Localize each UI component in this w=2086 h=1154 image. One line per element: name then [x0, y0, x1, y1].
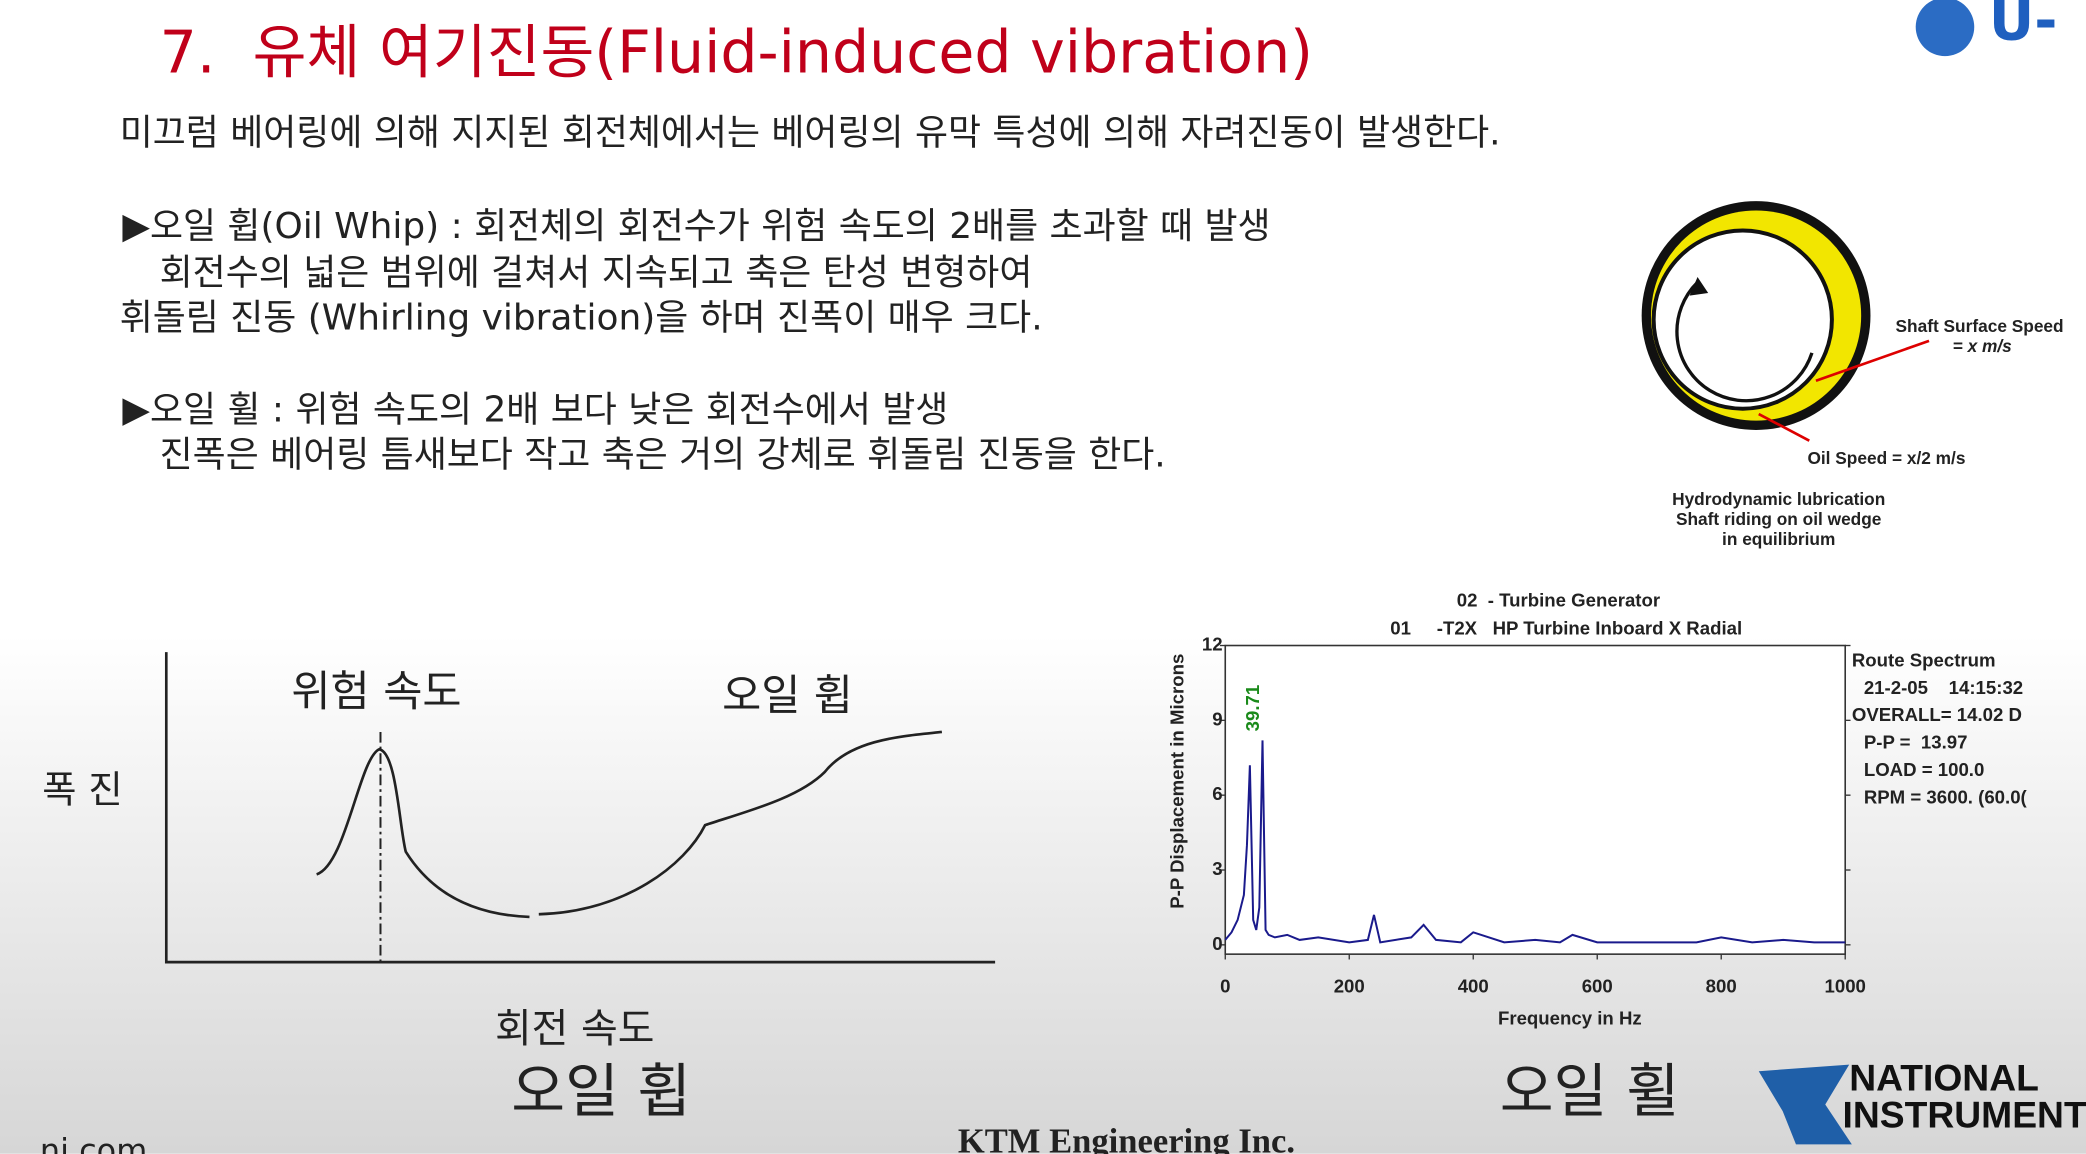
oil-whip-line: 휘돌림 진동 (Whirling vibration)을 하며 진폭이 매우 크… — [120, 298, 1043, 339]
y-axis-label: P-P Displacement in Microns — [1167, 654, 1188, 909]
x-tick-label: 1000 — [1825, 975, 1866, 996]
x-tick-label: 600 — [1582, 975, 1613, 996]
critical-speed-label: 위험 속도 — [291, 667, 461, 717]
oil-whip-line: 회전수의 넓은 범위에 걸쳐서 지속되고 축은 탄성 변형하여 — [160, 252, 1033, 293]
x-label: 회전 속도 — [495, 1006, 655, 1052]
info-line: Route Spectrum — [1852, 649, 1996, 670]
x-tick-label: 0 — [1220, 975, 1230, 996]
peak-label: 39.71 — [1242, 685, 1263, 732]
oil-whirl-line: ▶오일 휠 : 위험 속도의 2배 보다 낮은 회전수에서 발생 — [122, 389, 948, 430]
info-line: RPM = 3600. (60.0( — [1864, 786, 2028, 807]
y-tick-label: 3 — [1212, 858, 1222, 879]
ni-logo-text: INSTRUMENTS — [1843, 1094, 2086, 1136]
shaft-speed-value: = x m/s — [1953, 336, 2012, 356]
left-figure: 위험 속도 오일 휩 폭 진 회전 속도 오일 휩 — [42, 652, 996, 1125]
shaft-speed-label: Shaft Surface Speed — [1896, 316, 2064, 336]
url: ni.com — [40, 1131, 147, 1154]
chart-subtitle: 01 -T2X HP Turbine Inboard X Radial — [1390, 617, 1742, 638]
oil-whip-line: ▶오일 휩(Oil Whip) : 회전체의 회전수가 위험 속도의 2배를 초… — [122, 206, 1270, 247]
title: 7. 유체 여기진동(Fluid-induced vibration) — [160, 18, 1313, 86]
info-line: 21-2-05 14:15:32 — [1864, 677, 2023, 698]
y-tick-label: 0 — [1212, 933, 1222, 954]
x-tick-label: 400 — [1458, 975, 1489, 996]
y-tick-label: 9 — [1212, 708, 1222, 729]
whip-label: 오일 휩 — [722, 671, 853, 721]
bearing-caption: Hydrodynamic lubrication — [1672, 489, 1885, 509]
chart-title: 02 - Turbine Generator — [1457, 590, 1660, 611]
ni-logo-mark — [1758, 1064, 1852, 1145]
x-tick-label: 200 — [1334, 975, 1365, 996]
y-tick-label: 6 — [1212, 783, 1222, 804]
logo-text: U- — [1989, 0, 2058, 53]
y-tick-label: 12 — [1202, 633, 1223, 654]
intro: 미끄럼 베어링에 의해 지지된 회전체에서는 베어링의 유막 특성에 의해 자려… — [120, 113, 1501, 154]
spectrum-chart: 02 - Turbine Generator 01 -T2X HP Turbin… — [1167, 590, 2028, 1126]
company: KTM Engineering Inc. — [958, 1122, 1295, 1154]
oil-speed-label: Oil Speed = x/2 m/s — [1807, 448, 1965, 468]
oil-whirl-line: 진폭은 베어링 틈새보다 작고 축은 거의 강체로 휘돌림 진동을 한다. — [160, 435, 1166, 476]
bearing-caption: Shaft riding on oil wedge — [1676, 509, 1882, 529]
ni-logo-text: NATIONAL — [1849, 1056, 2039, 1098]
x-axis-label: Frequency in Hz — [1498, 1007, 1642, 1028]
spectrum-line — [1224, 740, 1846, 944]
y-label: 폭 진 — [42, 767, 122, 811]
chart-caption: 오일 휠 — [1500, 1057, 1680, 1125]
logo-icon — [1915, 0, 1975, 57]
x-tick-label: 800 — [1706, 975, 1737, 996]
bearing-figure: Shaft Surface Speed = x m/s Oil Speed = … — [1641, 201, 2064, 549]
bearing-caption: in equilibrium — [1722, 529, 1835, 549]
info-line: OVERALL= 14.02 D — [1852, 704, 2022, 725]
info-line: P-P = 13.97 — [1864, 732, 1968, 753]
caption: 오일 휩 — [511, 1057, 691, 1125]
info-line: LOAD = 100.0 — [1864, 759, 1985, 780]
